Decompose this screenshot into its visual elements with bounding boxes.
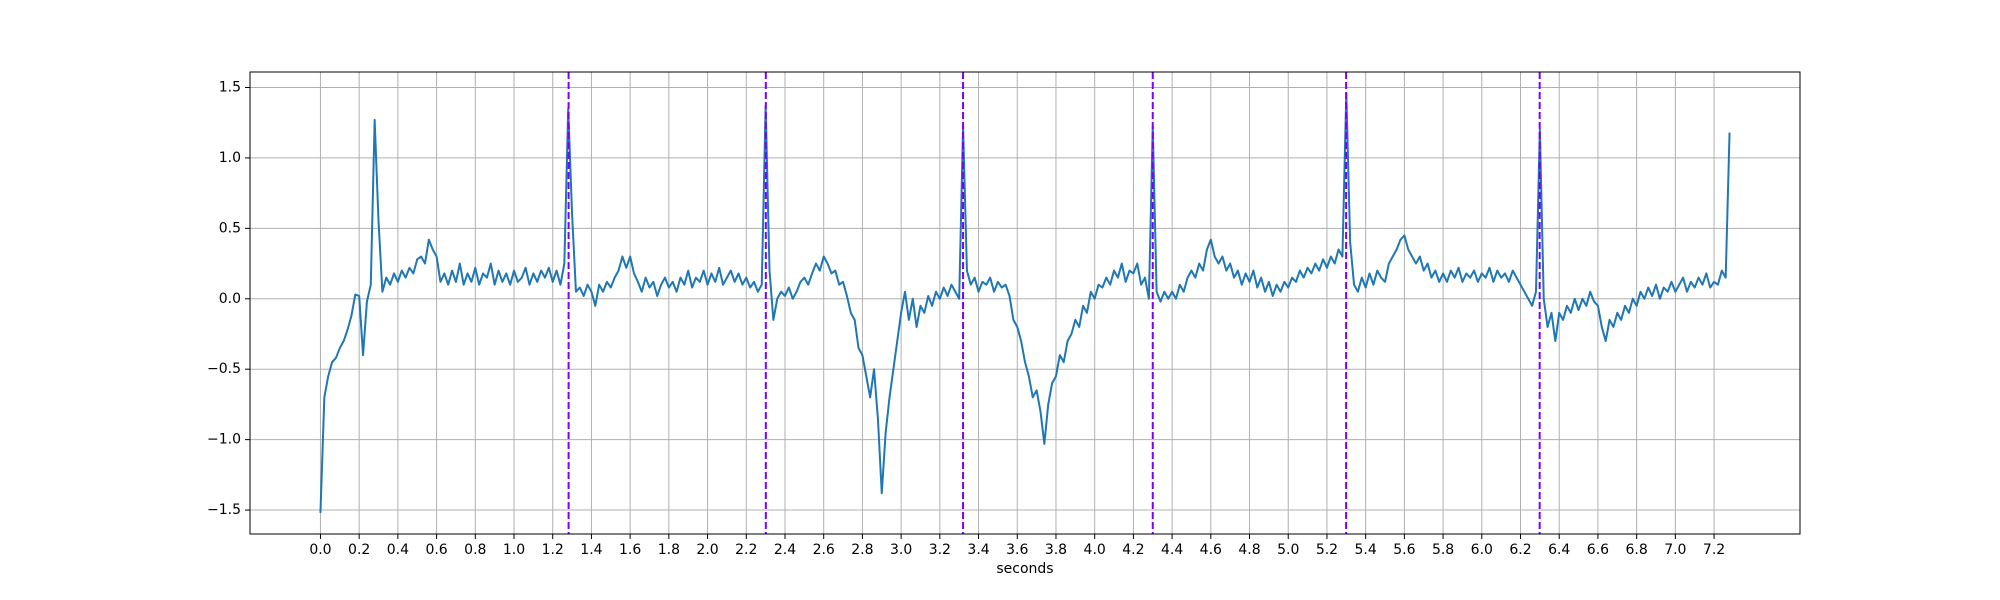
x-tick-label: 6.0 (1471, 542, 1493, 558)
x-tick-label: 5.6 (1393, 542, 1415, 558)
x-tick-label: 2.2 (735, 542, 757, 558)
y-tick-label: −1.5 (207, 502, 241, 518)
x-tick-label: 2.6 (813, 542, 835, 558)
signal-line (319, 92, 1731, 513)
x-tick-label: 1.2 (542, 542, 564, 558)
x-tick-label: 1.0 (503, 542, 525, 558)
x-tick-label: 6.4 (1548, 542, 1570, 558)
x-tick-label: 2.4 (774, 542, 796, 558)
x-tick-label: 3.6 (1006, 542, 1028, 558)
plot-frame (249, 71, 1801, 535)
x-tick-label: 7.2 (1703, 542, 1725, 558)
x-tick-label: 3.8 (1045, 542, 1067, 558)
x-tick-label: 4.8 (1238, 542, 1260, 558)
x-tick-label: 0.4 (387, 542, 409, 558)
x-tick-label: 6.6 (1587, 542, 1609, 558)
y-tick-label: −0.5 (207, 361, 241, 377)
y-tick-label: 1.0 (219, 150, 241, 166)
x-tick-label: 0.2 (348, 542, 370, 558)
x-tick-label: 0.8 (464, 542, 486, 558)
y-tick-label: −1.0 (207, 432, 241, 448)
x-tick-label: 5.2 (1316, 542, 1338, 558)
x-tick-label: 4.0 (1084, 542, 1106, 558)
x-tick-label: 1.4 (580, 542, 602, 558)
x-tick-label: 4.2 (1122, 542, 1144, 558)
x-tick-label: 7.0 (1664, 542, 1686, 558)
y-tick-label: 0.5 (219, 220, 241, 236)
x-axis-label: seconds (996, 561, 1053, 577)
x-tick-label: 5.4 (1355, 542, 1377, 558)
y-tick-label: 1.5 (219, 79, 241, 95)
y-tick-label: 0.0 (219, 291, 241, 307)
x-tick-label: 3.2 (929, 542, 951, 558)
x-tick-label: 4.4 (1161, 542, 1183, 558)
x-tick-label: 4.6 (1200, 542, 1222, 558)
x-tick-label: 6.8 (1626, 542, 1648, 558)
x-tick-label: 1.6 (619, 542, 641, 558)
x-tick-label: 3.0 (890, 542, 912, 558)
x-tick-label: 2.8 (851, 542, 873, 558)
x-tick-label: 0.0 (309, 542, 331, 558)
x-tick-label: 3.4 (967, 542, 989, 558)
x-tick-label: 5.0 (1277, 542, 1299, 558)
x-tick-label: 1.8 (658, 542, 680, 558)
x-tick-label: 5.8 (1432, 542, 1454, 558)
x-tick-label: 6.2 (1509, 542, 1531, 558)
x-tick-label: 2.0 (696, 542, 718, 558)
x-tick-label: 0.6 (425, 542, 447, 558)
